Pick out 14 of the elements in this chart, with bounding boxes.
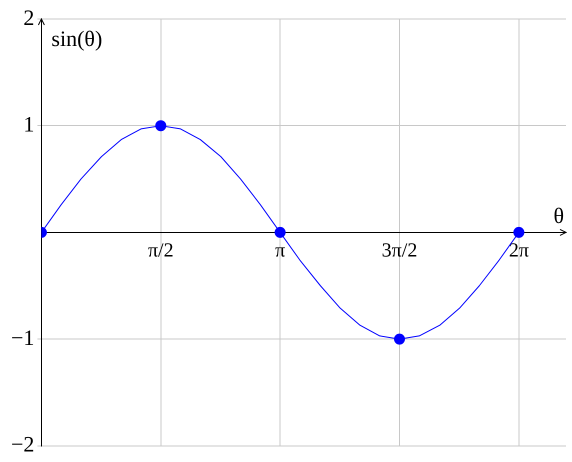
- y-tick-label: −2: [10, 432, 34, 457]
- x-axis-title: θ: [553, 203, 564, 228]
- y-tick-label: 1: [23, 111, 34, 136]
- point: [155, 120, 166, 132]
- point: [394, 334, 405, 345]
- x-tick-label: π: [275, 240, 286, 262]
- y-tick-label: −1: [10, 324, 34, 350]
- y-axis-title: sin(θ): [51, 26, 102, 51]
- point: [513, 226, 524, 238]
- y-tick-label: 2: [23, 4, 34, 30]
- x-tick-label: 3π/2: [382, 240, 418, 262]
- point: [274, 226, 286, 238]
- x-tick-label: π/2: [148, 240, 174, 262]
- x-tick-label: 2π: [508, 240, 529, 262]
